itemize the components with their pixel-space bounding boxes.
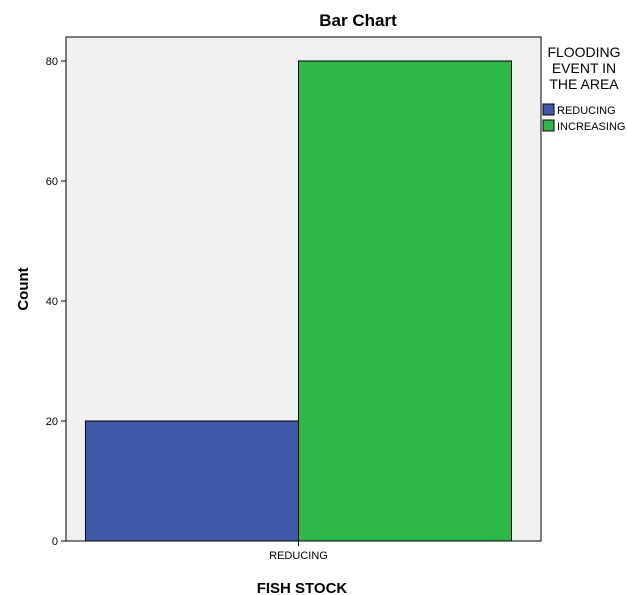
legend-label-increasing: INCREASING — [557, 121, 625, 133]
x-tick-label: REDUCING — [269, 550, 328, 562]
legend-swatch-increasing — [542, 119, 555, 132]
bars-group — [85, 60, 512, 542]
legend-title-line-2: EVENT IN — [552, 60, 616, 76]
legend-label-reducing: REDUCING — [557, 105, 616, 117]
y-tick-label: 60 — [46, 176, 58, 188]
legend-title-line-3: THE AREA — [549, 76, 619, 92]
legend: FLOODING EVENT IN THE AREA REDUCING INCRE… — [542, 44, 625, 133]
y-tick-label: 80 — [46, 56, 58, 68]
x-axis-label: FISH STOCK — [257, 580, 348, 595]
bar-increasing — [298, 60, 512, 542]
legend-title-line-1: FLOODING — [547, 44, 620, 60]
y-axis-label: Count — [15, 267, 32, 310]
x-ticks-group: REDUCING — [269, 541, 328, 562]
legend-swatch-reducing — [542, 103, 555, 116]
bar-reducing — [85, 420, 299, 542]
chart-title: Bar Chart — [319, 11, 397, 30]
y-tick-label: 40 — [46, 296, 58, 308]
y-tick-label: 20 — [46, 416, 58, 428]
y-ticks-group: 0 20 40 60 80 — [46, 56, 66, 548]
y-tick-label: 0 — [52, 536, 58, 548]
legend-items: REDUCING INCREASING — [542, 103, 625, 133]
